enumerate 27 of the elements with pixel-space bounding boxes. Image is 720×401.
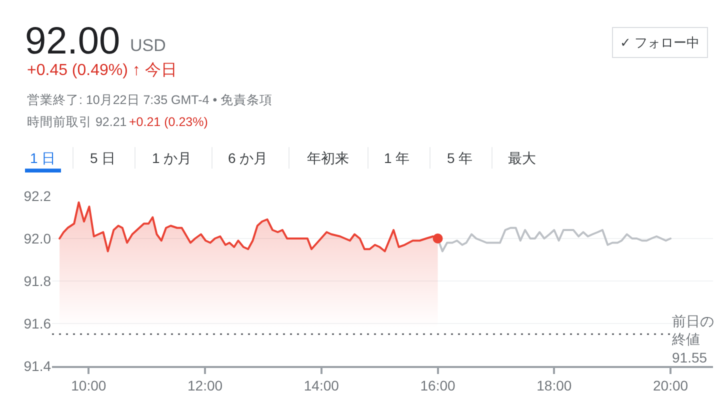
x-tick-label: 12:00 [188, 378, 223, 394]
text: +0.21 (0.23%) [129, 115, 208, 129]
text: USD [130, 36, 166, 55]
x-tick-label: 16:00 [420, 378, 456, 394]
text: ✓ フォロー中 [620, 35, 700, 50]
text: 6 か月 [228, 150, 268, 166]
text: 1 か月 [152, 150, 192, 166]
chart-subtitle: +0.45 (0.49%) ↑ 今日 [27, 62, 177, 79]
text: 年初来 [307, 150, 349, 166]
x-tick-label: 20:00 [652, 378, 688, 394]
text: 1 日 [30, 150, 56, 166]
y-tick-label: 91.4 [24, 358, 52, 374]
text: 1 年 [384, 150, 410, 166]
text: 最大 [508, 150, 536, 166]
x-tick-label: 10:00 [71, 378, 106, 394]
y-tick-label: 91.6 [24, 315, 52, 332]
text: 営業終了: 10月22日 7:35 GMT-4 • 免責条項 [27, 93, 273, 107]
text: 時間前取引 92.21 [27, 115, 127, 129]
text: 5 年 [447, 150, 473, 166]
y-tick-label: 91.8 [24, 272, 52, 289]
x-tick-label: 18:00 [536, 378, 572, 394]
y-tick-label: 92.0 [24, 230, 52, 246]
chart-title: 92.00 [25, 20, 120, 62]
text: 5 日 [90, 150, 116, 166]
ref-line-label: 前日の終値 91.55 [671, 313, 714, 366]
x-tick-label: 14:00 [304, 378, 340, 394]
y-tick-label: 92.2 [24, 188, 52, 204]
